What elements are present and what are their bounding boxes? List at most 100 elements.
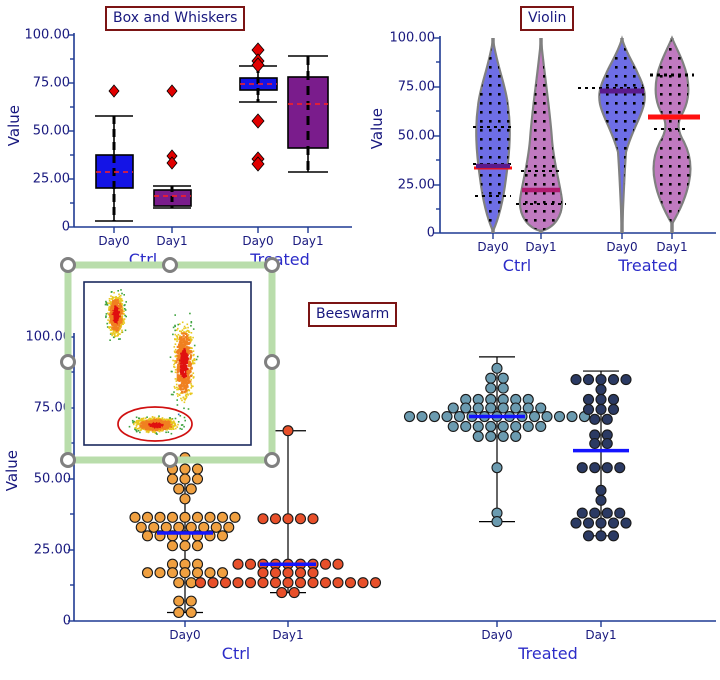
swarm-point bbox=[607, 374, 620, 386]
swarm-point bbox=[589, 437, 601, 450]
swarm-point bbox=[620, 374, 632, 386]
swarm-point bbox=[607, 393, 620, 406]
x-tick-violin-ctrl-day0: Day0 bbox=[477, 240, 509, 254]
swarm-point bbox=[232, 558, 244, 570]
swarm-point bbox=[179, 473, 191, 485]
swarm-point bbox=[614, 462, 626, 474]
swarm-point bbox=[179, 540, 191, 552]
swarm-point bbox=[595, 403, 607, 415]
swarm-point bbox=[257, 577, 269, 589]
x-tick-bee-treated-day1: Day1 bbox=[585, 628, 617, 642]
swarm-point bbox=[173, 483, 185, 495]
box-plot-svg bbox=[68, 33, 352, 233]
swarm-point bbox=[582, 530, 595, 542]
resize-handle-s[interactable] bbox=[162, 452, 178, 468]
resize-handle-e[interactable] bbox=[264, 354, 280, 370]
resize-handle-n[interactable] bbox=[162, 257, 178, 273]
swarm-point bbox=[207, 577, 219, 589]
swarm-point bbox=[522, 402, 534, 414]
x-tick-violin-ctrl-day1: Day1 bbox=[525, 240, 557, 254]
y-tick-violin-75: 75.00 bbox=[397, 79, 435, 95]
panel-box-and-whiskers: Box and Whiskers Value 100.00 75.00 50.0… bbox=[0, 0, 360, 275]
resize-handle-ne[interactable] bbox=[264, 257, 280, 273]
swarm-point bbox=[179, 493, 191, 505]
resize-handle-sw[interactable] bbox=[60, 452, 76, 468]
swarm-point bbox=[447, 420, 459, 433]
y-tick-violin-0: 0 bbox=[426, 225, 435, 241]
swarm-point bbox=[582, 403, 595, 415]
swarm-point bbox=[522, 420, 534, 433]
swarm-point bbox=[595, 374, 607, 386]
swarm-point bbox=[166, 511, 179, 523]
swarm-point bbox=[216, 567, 229, 579]
swarm-point bbox=[166, 540, 179, 552]
swarm-point bbox=[191, 511, 204, 523]
swarm-point bbox=[589, 462, 601, 474]
x-tick-bee-ctrl-day0: Day0 bbox=[169, 628, 201, 642]
panel-violin: Violin Value 100.00 75.00 50.00 25.00 0 bbox=[360, 0, 720, 280]
swarm-point bbox=[595, 383, 607, 396]
swarm-point bbox=[566, 410, 578, 423]
y-tick-box-100: 100.00 bbox=[24, 27, 71, 43]
violin-ctrl-day0 bbox=[473, 38, 513, 234]
outlier-diamond bbox=[166, 84, 178, 98]
swarm-point bbox=[576, 507, 588, 519]
resize-handle-nw[interactable] bbox=[60, 257, 76, 273]
swarm-point bbox=[191, 540, 204, 552]
group-label-bee-ctrl: Ctrl bbox=[221, 644, 251, 663]
swarm-point bbox=[528, 410, 541, 423]
swarm-point bbox=[244, 558, 257, 570]
swarm-treated-day1 bbox=[570, 370, 632, 542]
swarm-point bbox=[229, 511, 241, 523]
swarm-point bbox=[216, 511, 229, 523]
swarm-point bbox=[570, 374, 582, 386]
box-treated-day1 bbox=[287, 55, 329, 173]
swarm-point bbox=[179, 567, 191, 579]
swarm-point bbox=[535, 402, 547, 414]
swarm-point bbox=[510, 420, 522, 433]
violin-treated-day0 bbox=[578, 35, 646, 233]
x-tick-violin-treated-day0: Day0 bbox=[606, 240, 638, 254]
swarm-point bbox=[332, 558, 344, 570]
box-treated-day0 bbox=[239, 42, 278, 172]
swarm-point bbox=[369, 577, 382, 589]
swarm-point bbox=[491, 462, 503, 474]
swarm-point bbox=[497, 382, 509, 394]
swarm-point bbox=[173, 521, 185, 533]
swarm-point bbox=[582, 393, 595, 406]
swarm-point bbox=[472, 402, 484, 414]
swarm-point bbox=[319, 577, 332, 589]
swarm-point bbox=[135, 521, 147, 533]
swarm-point bbox=[294, 567, 307, 579]
swarm-point bbox=[307, 513, 319, 525]
gate-ellipse[interactable] bbox=[117, 406, 193, 442]
swarm-point bbox=[232, 577, 244, 589]
y-ticks-box bbox=[68, 34, 74, 228]
resize-handles[interactable] bbox=[60, 257, 280, 468]
swarm-point bbox=[510, 430, 522, 442]
y-ticks-violin bbox=[434, 37, 440, 234]
resize-handle-w[interactable] bbox=[60, 354, 76, 370]
swarm-point bbox=[185, 521, 197, 533]
swarm-point bbox=[257, 567, 269, 579]
swarm-point bbox=[595, 484, 607, 496]
x-tick-box-ctrl-day1: Day1 bbox=[156, 234, 188, 248]
swarm-point bbox=[319, 558, 332, 570]
swarm-point bbox=[160, 521, 172, 533]
resize-handle-se[interactable] bbox=[264, 452, 280, 468]
flow-cytometry-inset-selection[interactable] bbox=[55, 252, 295, 477]
swarm-point bbox=[166, 567, 179, 579]
swarm-point bbox=[491, 362, 503, 374]
swarm-point bbox=[601, 437, 613, 450]
swarm-point bbox=[185, 577, 197, 589]
swarm-point bbox=[269, 567, 282, 579]
swarm-point bbox=[601, 413, 613, 425]
swarm-point bbox=[595, 393, 607, 406]
swarm-point bbox=[307, 577, 319, 589]
swarm-point bbox=[223, 521, 235, 533]
x-ticks-box bbox=[113, 227, 309, 233]
swarm-point bbox=[154, 511, 166, 523]
swarm-point bbox=[595, 494, 607, 506]
x-tick-violin-treated-day1: Day1 bbox=[656, 240, 688, 254]
swarm-point bbox=[282, 567, 294, 579]
